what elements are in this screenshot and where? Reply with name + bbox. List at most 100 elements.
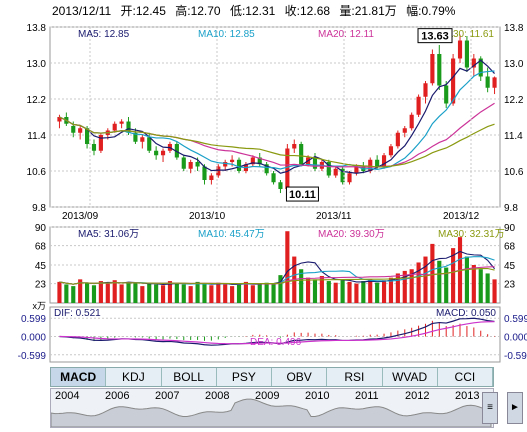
volume-y-tick-right: 90 <box>504 223 516 234</box>
candle-body <box>223 162 228 167</box>
volume-bar <box>368 279 373 303</box>
tab-psy[interactable]: PSY <box>216 368 272 386</box>
volume-bar <box>271 283 276 303</box>
quote-low: 低:12.31 <box>229 4 276 18</box>
volume-bar <box>340 280 345 303</box>
volume-bar <box>464 256 469 303</box>
volume-bar <box>319 275 324 303</box>
macd-y-tick-right: -0.599 <box>504 351 527 362</box>
candle-body <box>340 168 345 183</box>
volume-bar <box>444 267 449 303</box>
low-marker-label: 10.11 <box>289 189 316 201</box>
candle-body <box>416 96 421 115</box>
tab-boll[interactable]: BOLL <box>161 368 217 386</box>
candle-body <box>492 77 497 88</box>
volume-bar <box>312 279 318 303</box>
tab-cci[interactable]: CCI <box>437 368 493 386</box>
timeline-navigator[interactable]: 2004 2006 2007 2008 2009 2010 2011 2012 2013 <box>50 388 494 428</box>
candle-body <box>250 157 255 165</box>
volume-bar <box>64 284 69 303</box>
candle-body <box>264 164 269 174</box>
volume-bar <box>361 281 366 303</box>
volume-bar <box>451 248 456 303</box>
candle-body <box>91 144 97 151</box>
volume-y-tick-right: 23 <box>504 280 516 291</box>
timeline-year-2011: 2011 <box>355 390 379 402</box>
price-ma-label: MA30: 11.61 <box>438 29 494 40</box>
volume-bar <box>85 282 90 303</box>
price-y-tick-left: 12.2 <box>27 95 47 106</box>
quote-close: 收:12.68 <box>284 4 331 18</box>
quote-change: 幅:0.79% <box>406 4 456 18</box>
candle-body <box>71 126 76 133</box>
volume-bar <box>354 283 359 303</box>
volume-ma-label: MA10: 45.47万 <box>198 229 265 240</box>
candle-body <box>409 114 414 129</box>
volume-ma30-line <box>59 267 495 285</box>
price-ma5-line <box>59 59 495 174</box>
macd-dea-label: DEA: 0.496 <box>250 337 302 348</box>
volume-bar <box>492 279 497 303</box>
volume-bar <box>416 262 421 303</box>
chart-canvas[interactable]: 13.8 13.8 13.0 13.0 12.2 12.2 11.4 11.4 10.6 10.6… <box>0 0 527 366</box>
candle-body <box>375 159 380 167</box>
price-y-tick-right: 12.2 <box>504 95 524 106</box>
volume-y-tick-left: 23 <box>35 280 47 291</box>
volume-bar <box>388 277 394 303</box>
volume-bar <box>230 286 235 303</box>
volume-bar <box>78 279 83 303</box>
candle-body <box>147 137 152 151</box>
candle-body <box>57 117 62 122</box>
candle-body <box>402 128 407 133</box>
candle-body <box>485 76 490 88</box>
candle-body <box>216 166 221 176</box>
timeline-year-2004: 2004 <box>55 390 80 402</box>
candle-body <box>188 162 193 169</box>
quote-volume: 量:21.81万 <box>339 4 397 18</box>
candle-body <box>154 150 159 156</box>
timeline-handle[interactable]: ≡ <box>482 392 498 424</box>
price-y-tick-right: 13.8 <box>504 23 524 34</box>
candle-body <box>430 54 435 84</box>
price-y-tick-right: 9.8 <box>504 203 518 214</box>
volume-y-tick-left: 68 <box>35 242 47 253</box>
candle-body <box>85 128 90 144</box>
volume-bar <box>257 284 262 303</box>
timeline-scroll-button[interactable]: ► <box>507 392 523 424</box>
tab-wvad[interactable]: WVAD <box>382 368 438 386</box>
price-y-tick-left: 10.6 <box>27 167 47 178</box>
candle-body <box>423 83 428 97</box>
volume-bar <box>126 281 131 303</box>
price-ma-label: MA5: 12.85 <box>78 29 130 40</box>
price-y-tick-left: 13.8 <box>27 23 47 34</box>
tab-macd[interactable]: MACD <box>51 368 107 386</box>
quote-date: 2013/12/11 <box>52 4 112 18</box>
quote-header: 2013/12/11 开:12.45 高:12.70 低:12.31 收:12.… <box>52 2 461 19</box>
candle-body <box>133 132 138 142</box>
candle-body <box>278 182 283 189</box>
volume-bar <box>375 282 380 303</box>
quote-open: 开:12.45 <box>120 4 166 18</box>
volume-bar <box>195 281 200 303</box>
volume-bar <box>243 281 248 303</box>
tab-obv[interactable]: OBV <box>272 368 328 386</box>
volume-bar <box>395 273 400 303</box>
volume-ma-label: MA20: 39.30万 <box>318 229 385 240</box>
candle-body <box>202 166 207 180</box>
candle-body <box>451 58 456 104</box>
candle-body <box>471 58 476 68</box>
candle-body <box>209 175 214 180</box>
price-ma-label: MA10: 12.85 <box>198 29 255 40</box>
price-y-tick-left: 9.8 <box>32 203 46 214</box>
volume-bar <box>236 283 242 303</box>
volume-bar <box>285 231 290 303</box>
timeline-year-2006: 2006 <box>105 390 130 402</box>
timeline-year-2010: 2010 <box>305 390 330 402</box>
price-x-tick: 2013/10 <box>189 211 226 222</box>
macd-y-tick-left: -0.599 <box>18 351 47 362</box>
tab-kdj[interactable]: KDJ <box>106 368 162 386</box>
candle-body <box>464 40 469 68</box>
tab-rsi[interactable]: RSI <box>327 368 383 386</box>
high-marker-box <box>417 28 453 44</box>
